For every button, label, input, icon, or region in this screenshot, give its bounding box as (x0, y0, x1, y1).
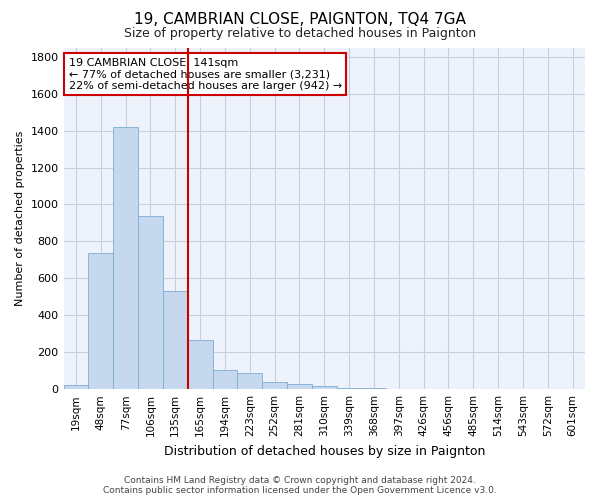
Bar (138, 216, 163, 389)
Text: 19 CAMBRIAN CLOSE: 141sqm
← 77% of detached houses are smaller (3,231)
22% of se: 19 CAMBRIAN CLOSE: 141sqm ← 77% of detac… (69, 58, 342, 91)
X-axis label: Distribution of detached houses by size in Paignton: Distribution of detached houses by size … (164, 444, 485, 458)
Bar (64, 385, 88, 389)
Bar (386, 388, 411, 389)
Bar (312, 386, 337, 389)
Bar (212, 370, 238, 389)
Bar (113, 127, 138, 389)
Bar (362, 388, 386, 389)
Y-axis label: Number of detached properties: Number of detached properties (15, 130, 25, 306)
Text: 19, CAMBRIAN CLOSE, PAIGNTON, TQ4 7GA: 19, CAMBRIAN CLOSE, PAIGNTON, TQ4 7GA (134, 12, 466, 28)
Bar (188, 340, 212, 389)
Text: Contains HM Land Registry data © Crown copyright and database right 2024.
Contai: Contains HM Land Registry data © Crown c… (103, 476, 497, 495)
Bar (238, 372, 262, 389)
Bar (88, 252, 113, 389)
Bar (163, 292, 188, 389)
Bar (262, 382, 287, 389)
Bar (337, 388, 362, 389)
Bar (287, 384, 312, 389)
Text: Size of property relative to detached houses in Paignton: Size of property relative to detached ho… (124, 28, 476, 40)
